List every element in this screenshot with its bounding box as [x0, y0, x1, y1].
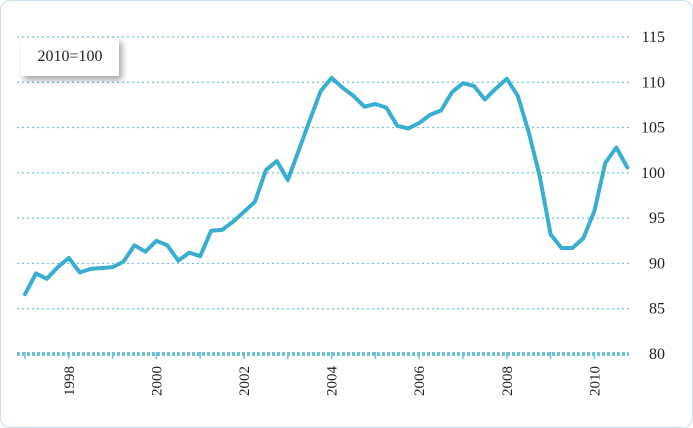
y-tick-label: 95: [649, 210, 665, 227]
x-tick-label: 2010: [587, 366, 603, 396]
x-tick-label: 1998: [62, 366, 78, 396]
y-tick-label: 100: [641, 165, 665, 182]
y-tick-label: 105: [641, 120, 665, 137]
y-tick-label: 80: [649, 346, 665, 363]
x-tick-label: 2006: [412, 366, 428, 397]
x-axis: [24, 352, 596, 359]
x-tick-labels: 1998 2000 2002 2004 2006 2008 2010: [62, 366, 604, 397]
y-tick-label: 115: [642, 29, 665, 46]
x-tick-label: 2008: [500, 366, 516, 396]
y-tick-label: 110: [642, 74, 665, 91]
series-line: [23, 75, 630, 297]
y-tick-label: 85: [649, 301, 665, 318]
y-tick-label: 90: [649, 255, 665, 272]
x-tick-label: 2004: [325, 366, 341, 397]
x-tick-label: 2000: [149, 366, 165, 396]
y-tick-labels: 80 85 90 95 100 105 110 115: [641, 29, 665, 363]
x-tick-label: 2002: [237, 366, 253, 396]
unit-label-box: 2010=100: [21, 38, 119, 76]
grid-lines: [17, 36, 629, 356]
unit-label: 2010=100: [37, 48, 103, 65]
